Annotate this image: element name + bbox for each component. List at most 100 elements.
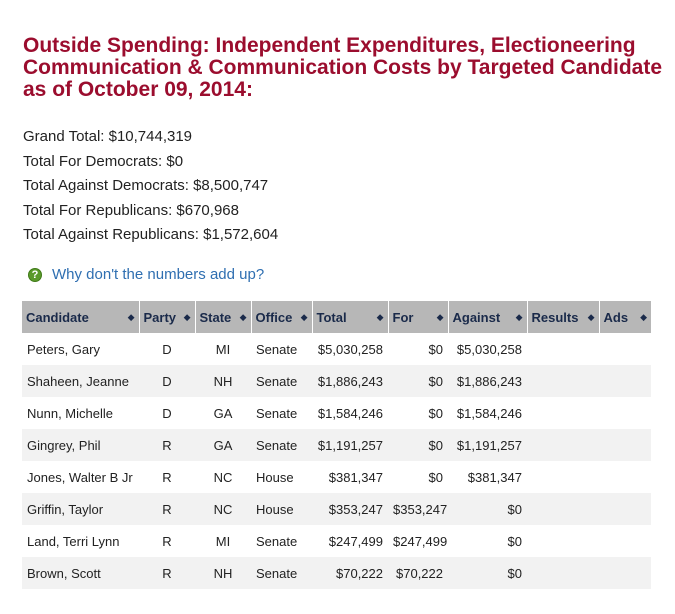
cell-for: $70,222 — [388, 557, 448, 589]
column-header-candidate[interactable]: Candidate ◆ — [22, 301, 140, 333]
question-icon[interactable]: ? — [28, 267, 42, 282]
cell-against: $381,347 — [467, 469, 522, 485]
column-header-label: Party — [143, 309, 177, 325]
cell-office: House — [256, 469, 294, 485]
column-header-total[interactable]: Total ◆ — [312, 301, 389, 333]
cell-results — [527, 461, 599, 493]
cell-against: $0 — [448, 557, 527, 589]
column-header-for[interactable]: For ◆ — [388, 301, 449, 333]
cell-against: $5,030,258 — [456, 341, 522, 357]
column-header-against[interactable]: Against ◆ — [448, 301, 528, 333]
cell-candidate: Peters, Gary — [27, 341, 100, 357]
cell-ads — [599, 493, 651, 525]
page-title: Outside Spending: Independent Expenditur… — [23, 34, 663, 101]
cell-office: Senate — [256, 533, 298, 549]
cell-total: $247,499 — [328, 533, 383, 549]
cell-ads — [599, 333, 651, 365]
cell-ads — [599, 461, 651, 493]
cell-office: Senate — [251, 557, 312, 589]
cell-against: $0 — [507, 533, 522, 549]
column-header-state[interactable]: State ◆ — [195, 301, 252, 333]
sort-icon[interactable]: ◆ — [300, 311, 308, 322]
table-row: Gingrey, Phil R GA Senate $1,191,257 $0 $1,191… — [22, 429, 651, 461]
cell-total: $1,584,246 — [317, 405, 383, 421]
cell-for: $0 — [388, 365, 448, 397]
cell-total: $5,030,258 — [317, 341, 383, 357]
cell-for: $0 — [388, 429, 448, 461]
cell-for: $353,247 — [388, 493, 448, 525]
table-header-row: Candidate ◆ Party ◆ State ◆ Office ◆ Total ◆ For ◆ A… — [22, 301, 651, 333]
cell-party: R — [139, 429, 195, 461]
cell-office: Senate — [251, 365, 312, 397]
cell-party: D — [162, 405, 172, 421]
cell-for: $0 — [428, 469, 443, 485]
cell-candidate: Gingrey, Phil — [22, 429, 139, 461]
cell-state: NC — [195, 493, 251, 525]
cell-against: $0 — [448, 493, 527, 525]
cell-results — [527, 525, 599, 557]
cell-total: $70,222 — [312, 557, 388, 589]
cell-state: NH — [195, 365, 251, 397]
cell-results — [527, 493, 599, 525]
totals-summary: Grand Total: $10,744,319 Total For Democ… — [23, 125, 278, 248]
cell-state: MI — [215, 341, 231, 357]
cell-total: $1,191,257 — [312, 429, 388, 461]
table-row: Jones, Walter B Jr R NC House $381,347 $0 $381… — [22, 461, 651, 493]
cell-state: GA — [213, 405, 233, 421]
grand-total: Grand Total: $10,744,319 — [23, 128, 193, 145]
cell-against: $1,584,246 — [456, 405, 522, 421]
cell-ads — [599, 557, 651, 589]
cell-party: R — [139, 493, 195, 525]
total-for-republicans: Total For Republicans: $670,968 — [23, 201, 239, 219]
sort-icon[interactable]: ◆ — [515, 311, 523, 322]
cell-ads — [599, 429, 651, 461]
column-header-party[interactable]: Party ◆ — [139, 301, 196, 333]
column-header-office[interactable]: Office ◆ — [251, 301, 313, 333]
cell-ads — [599, 365, 651, 397]
cell-against: $1,191,257 — [448, 429, 527, 461]
cell-candidate: Brown, Scott — [22, 557, 139, 589]
cell-results — [527, 365, 599, 397]
table-row: Shaheen, Jeanne D NH Senate $1,886,243 $0 $1,8… — [22, 365, 651, 397]
cell-party: R — [162, 469, 172, 485]
cell-candidate: Griffin, Taylor — [22, 493, 139, 525]
cell-ads — [599, 525, 651, 557]
cell-results — [527, 429, 599, 461]
sort-icon[interactable]: ◆ — [436, 311, 444, 322]
cell-results — [527, 557, 599, 589]
sort-icon[interactable]: ◆ — [127, 311, 135, 322]
cell-party: R — [162, 533, 172, 549]
cell-state: NH — [195, 557, 251, 589]
cell-party: D — [139, 365, 195, 397]
sort-icon[interactable]: ◆ — [587, 311, 595, 322]
column-header-ads[interactable]: Ads ◆ — [599, 301, 651, 333]
cell-results — [527, 333, 599, 365]
column-header-results[interactable]: Results ◆ — [527, 301, 600, 333]
cell-office: Senate — [251, 429, 312, 461]
sort-icon[interactable]: ◆ — [239, 311, 247, 322]
cell-results — [527, 397, 599, 429]
cell-state: MI — [215, 533, 231, 549]
cell-candidate: Land, Terri Lynn — [27, 533, 120, 549]
cell-candidate: Nunn, Michelle — [27, 405, 113, 421]
cell-party: R — [139, 557, 195, 589]
cell-for: $0 — [428, 341, 443, 357]
cell-against: $1,886,243 — [448, 365, 527, 397]
cell-candidate: Jones, Walter B Jr — [27, 469, 133, 485]
cell-total: $353,247 — [312, 493, 388, 525]
sort-icon[interactable]: ◆ — [640, 311, 647, 322]
sort-icon[interactable]: ◆ — [183, 311, 191, 322]
column-header-label: Office — [255, 309, 293, 325]
cell-ads — [599, 397, 651, 429]
column-header-label: Results — [531, 309, 579, 325]
cell-office: House — [251, 493, 312, 525]
help-link-row: ? Why don't the numbers add up? — [28, 266, 264, 283]
table-row: Land, Terri Lynn R MI Senate $247,499 $247,49… — [22, 525, 651, 557]
cell-total: $381,347 — [328, 469, 383, 485]
sort-icon[interactable]: ◆ — [376, 311, 384, 322]
why-numbers-link[interactable]: Why don't the numbers add up? — [52, 266, 265, 283]
candidates-table: Candidate ◆ Party ◆ State ◆ Office ◆ Total ◆ For ◆ A… — [22, 301, 651, 589]
total-against-democrats: Total Against Democrats: $8,500,747 — [23, 177, 269, 194]
cell-office: Senate — [256, 405, 298, 421]
table-row: Griffin, Taylor R NC House $353,247 $353,247 $… — [22, 493, 651, 525]
